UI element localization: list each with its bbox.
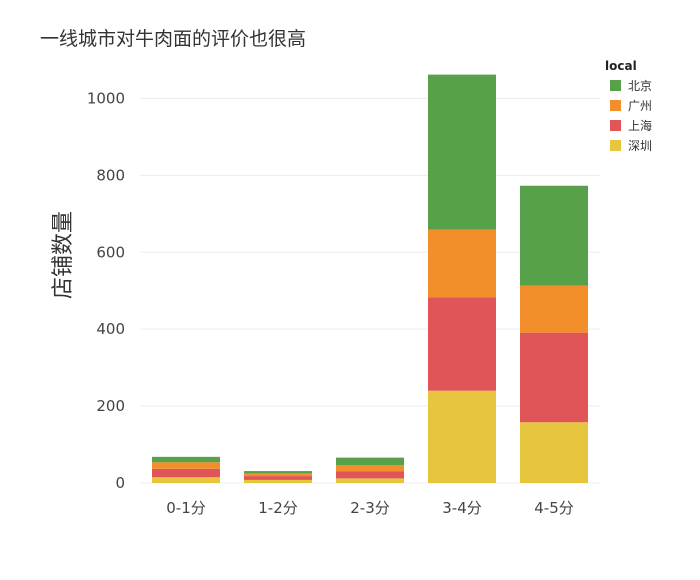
bar-segment xyxy=(428,74,496,230)
bar-segment xyxy=(520,185,588,286)
bar-segment xyxy=(152,462,220,469)
legend-label: 上海 xyxy=(628,118,652,133)
legend-title: local xyxy=(605,59,637,73)
y-tick-label: 800 xyxy=(96,166,125,184)
bar-segment xyxy=(336,471,404,479)
y-tick-label: 0 xyxy=(115,474,125,492)
x-tick-label: 4-5分 xyxy=(534,499,574,517)
legend-swatch xyxy=(610,80,621,91)
legend-swatch xyxy=(610,120,621,131)
bar-segment xyxy=(244,476,312,480)
x-axis-ticks: 0-1分 1-2分 2-3分 3-4分 4-5分 xyxy=(166,499,574,517)
legend-label: 北京 xyxy=(628,79,652,93)
legend-label: 广州 xyxy=(628,99,652,113)
y-tick-label: 1000 xyxy=(87,89,125,107)
bar-segment xyxy=(520,285,588,333)
bar-segment xyxy=(152,468,220,478)
bar-segment xyxy=(244,479,312,483)
chart-title: 一线城市对牛肉面的评价也很高 xyxy=(40,28,307,50)
bar-segment xyxy=(244,473,312,477)
legend-label: 深圳 xyxy=(628,139,652,153)
x-tick-label: 2-3分 xyxy=(350,499,390,517)
bar-segment xyxy=(428,229,496,298)
y-axis-ticks: 0 200 400 600 800 1000 xyxy=(87,89,125,492)
bars xyxy=(152,74,588,483)
bar-segment xyxy=(520,422,588,483)
x-tick-label: 1-2分 xyxy=(258,499,298,517)
bar-segment xyxy=(336,457,404,466)
bar-segment xyxy=(428,297,496,391)
y-tick-label: 200 xyxy=(96,397,125,415)
bar-segment xyxy=(152,477,220,483)
x-tick-label: 3-4分 xyxy=(442,499,482,517)
bar-segment xyxy=(520,332,588,423)
bar-segment xyxy=(428,390,496,483)
x-tick-label: 0-1分 xyxy=(166,499,206,517)
y-tick-label: 600 xyxy=(96,243,125,261)
legend-swatch xyxy=(610,100,621,111)
bar-segment xyxy=(244,471,312,474)
legend-swatch xyxy=(610,140,621,151)
y-tick-label: 400 xyxy=(96,320,125,338)
bar-segment xyxy=(152,456,220,463)
bar-segment xyxy=(336,465,404,472)
bar-segment xyxy=(336,478,404,483)
y-axis-label: 店铺数量 xyxy=(51,211,76,299)
